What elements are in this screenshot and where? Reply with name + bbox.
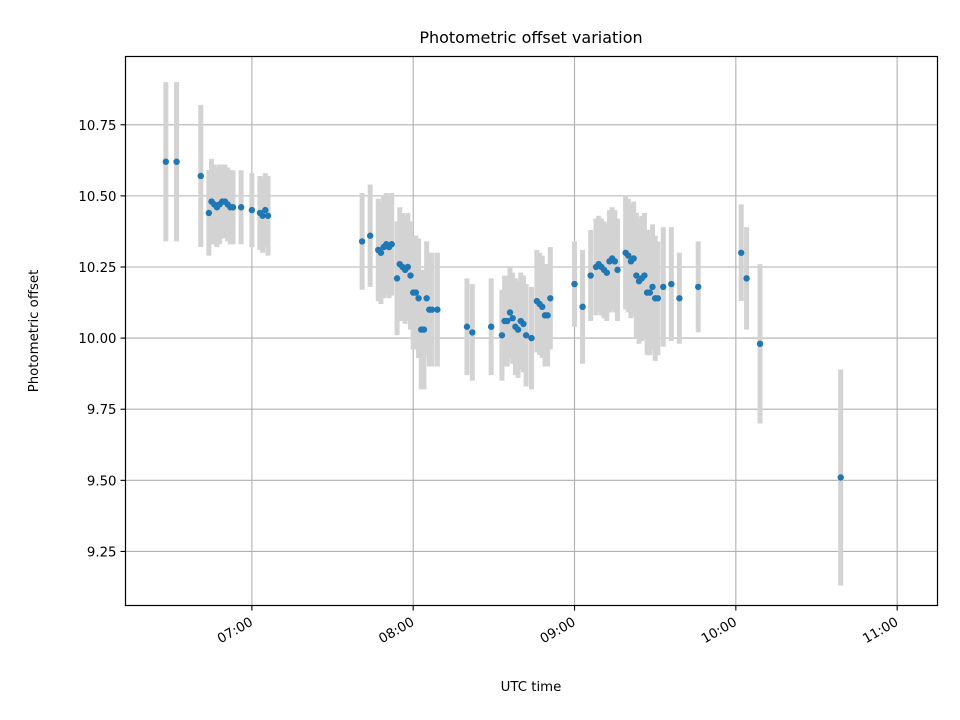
- data-point: [404, 263, 412, 271]
- data-point: [487, 323, 495, 330]
- data-point: [162, 158, 170, 165]
- data-point: [641, 272, 648, 279]
- data-point: [630, 255, 637, 262]
- data-point: [738, 249, 745, 256]
- y-tick-label: 10.25: [78, 261, 116, 276]
- data-point: [547, 295, 554, 302]
- data-point: [469, 329, 476, 336]
- data-point: [393, 275, 401, 282]
- data-point: [544, 312, 551, 319]
- data-point: [420, 326, 428, 333]
- data-point: [366, 232, 374, 239]
- data-point: [498, 332, 506, 339]
- data-point: [504, 317, 511, 325]
- y-tick-label: 10.50: [78, 190, 116, 205]
- y-tick-label: 10.00: [78, 332, 116, 347]
- data-point: [654, 295, 662, 302]
- data-point: [676, 295, 683, 302]
- point-layer: [162, 158, 844, 481]
- data-point: [611, 258, 619, 265]
- data-point: [205, 209, 213, 217]
- data-point: [237, 204, 245, 211]
- x-axis-label: UTC time: [501, 680, 562, 695]
- y-axis-label: Photometric offset: [27, 270, 42, 393]
- data-point: [587, 272, 594, 279]
- data-point: [743, 275, 750, 282]
- data-point: [625, 252, 632, 259]
- data-point: [520, 320, 527, 328]
- data-point: [649, 283, 656, 291]
- data-point: [539, 303, 546, 311]
- data-point: [463, 323, 471, 330]
- data-point: [407, 272, 414, 279]
- plot-frame: [124, 55, 939, 607]
- y-tick-label: 10.75: [78, 119, 116, 134]
- data-point: [248, 206, 256, 214]
- data-point: [388, 241, 395, 248]
- data-point: [434, 306, 441, 313]
- data-point: [522, 332, 530, 339]
- data-point: [423, 295, 430, 302]
- chart-title: Photometric offset variation: [419, 28, 642, 47]
- data-point: [358, 238, 366, 245]
- y-axis-ticks: 9.25 9.50 9.75 10.00 10.25 10.50 10.75: [78, 119, 126, 560]
- data-point: [837, 474, 844, 481]
- data-point: [259, 212, 266, 219]
- data-point: [428, 306, 436, 313]
- data-point: [262, 206, 269, 214]
- data-point: [579, 303, 586, 311]
- data-point: [603, 269, 610, 276]
- data-point: [506, 309, 514, 316]
- data-point: [229, 204, 237, 211]
- data-point: [633, 272, 640, 279]
- data-point: [415, 295, 422, 302]
- data-point: [509, 314, 516, 322]
- data-point: [412, 289, 420, 296]
- y-tick-label: 9.50: [87, 474, 117, 489]
- data-point: [264, 212, 272, 219]
- y-tick-label: 9.25: [87, 545, 117, 560]
- data-point: [756, 340, 764, 348]
- data-point: [695, 283, 702, 291]
- data-point: [668, 280, 675, 288]
- data-point: [614, 266, 621, 274]
- data-point: [197, 172, 204, 180]
- data-point: [173, 158, 180, 165]
- data-point: [377, 249, 385, 256]
- data-point: [646, 289, 654, 296]
- y-tick-label: 9.75: [87, 403, 117, 418]
- data-point: [528, 334, 535, 342]
- data-point: [660, 283, 667, 291]
- data-point: [571, 280, 578, 288]
- data-point: [514, 326, 522, 333]
